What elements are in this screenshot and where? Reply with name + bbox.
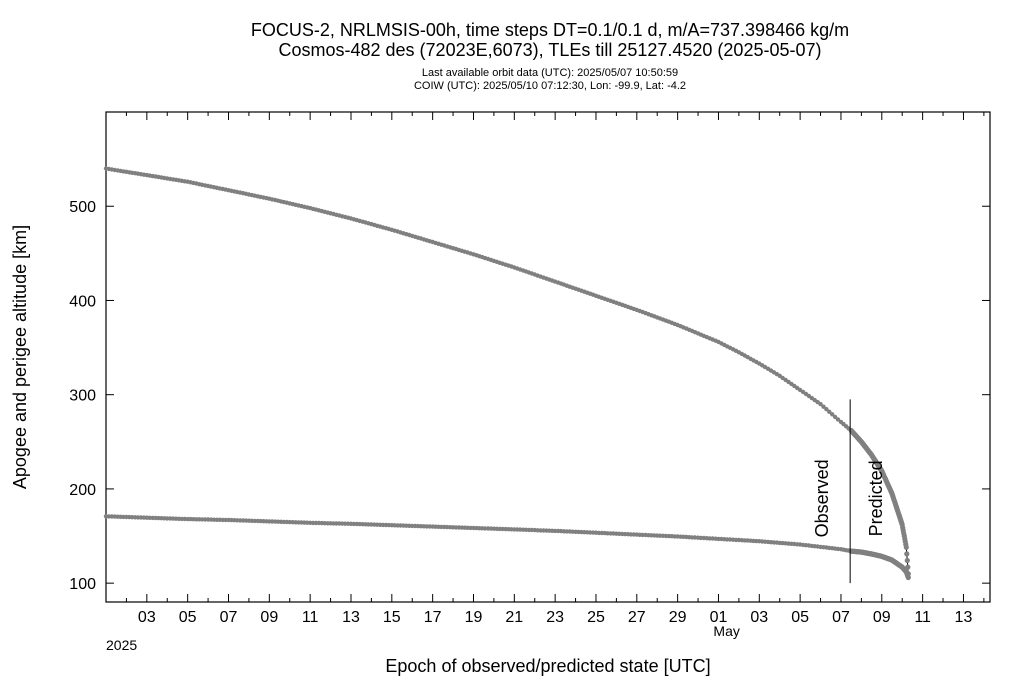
x-month-label: May: [713, 623, 739, 639]
series-line-apogee: [105, 168, 909, 574]
x-tick-label: 03: [138, 609, 156, 626]
chart-subtitle-line-1: Last available orbit data (UTC): 2025/05…: [421, 67, 679, 79]
data-point: [832, 414, 838, 420]
x-tick-label: 13: [955, 609, 973, 626]
data-point: [830, 412, 835, 417]
y-axis-ticks: 100 200 300 400 500: [69, 199, 990, 593]
data-point: [905, 574, 911, 581]
chart-title-line-2: Cosmos-482 des (72023E,6073), TLEs till …: [278, 40, 822, 60]
predicted-annotation: Predicted: [866, 460, 886, 536]
x-tick-label: 05: [791, 609, 809, 626]
x-tick-label: 03: [750, 609, 768, 626]
x-tick-label: 25: [587, 609, 605, 626]
x-tick-label: 07: [220, 609, 238, 626]
x-tick-label: 17: [424, 609, 442, 626]
x-tick-label: 09: [873, 609, 891, 626]
data-point: [821, 404, 826, 409]
y-tick-label: 500: [69, 199, 96, 216]
chart-title-line-1: FOCUS-2, NRLMSIS-00h, time steps DT=0.1/…: [250, 20, 850, 40]
x-tick-label: 27: [628, 609, 646, 626]
series-layer: [103, 166, 911, 581]
series-line-perigee: [105, 515, 909, 578]
data-point: [835, 417, 841, 422]
x-tick-label: 11: [914, 609, 931, 626]
data-point: [818, 401, 823, 407]
data-point: [827, 409, 832, 414]
x-tick-label: 19: [465, 609, 483, 626]
x-tick-label: 05: [179, 609, 197, 626]
x-year-label: 2025: [106, 637, 137, 653]
x-tick-label: 01: [710, 609, 728, 626]
x-tick-label: 15: [383, 609, 401, 626]
data-point: [904, 551, 910, 557]
x-axis-ticks: 03 05 07 09 11 13 15 17 19 21 23 25 27 29 01 03 05 07 09 11…: [125, 112, 985, 626]
chart-subtitle-line-2: COIW (UTC): 2025/05/10 07:12:30, Lon: -9…: [413, 80, 687, 92]
x-tick-label: 11: [302, 609, 319, 626]
y-tick-label: 400: [69, 293, 96, 310]
x-tick-label: 07: [832, 609, 850, 626]
y-axis-title: Apogee and perigee altitude [km]: [10, 225, 30, 489]
x-tick-label: 13: [342, 609, 360, 626]
y-tick-label: 200: [69, 482, 96, 499]
data-point: [903, 544, 909, 550]
x-tick-label: 09: [260, 609, 278, 626]
y-tick-label: 100: [69, 576, 96, 593]
y-tick-label: 300: [69, 388, 96, 405]
observed-annotation: Observed: [812, 459, 832, 537]
data-point: [824, 407, 829, 412]
x-tick-label: 29: [669, 609, 687, 626]
plot-frame: [105, 111, 991, 603]
x-tick-label: 23: [546, 609, 564, 626]
x-axis-title: Epoch of observed/predicted state [UTC]: [385, 656, 710, 676]
x-tick-label: 21: [505, 609, 523, 626]
data-point: [904, 557, 910, 564]
